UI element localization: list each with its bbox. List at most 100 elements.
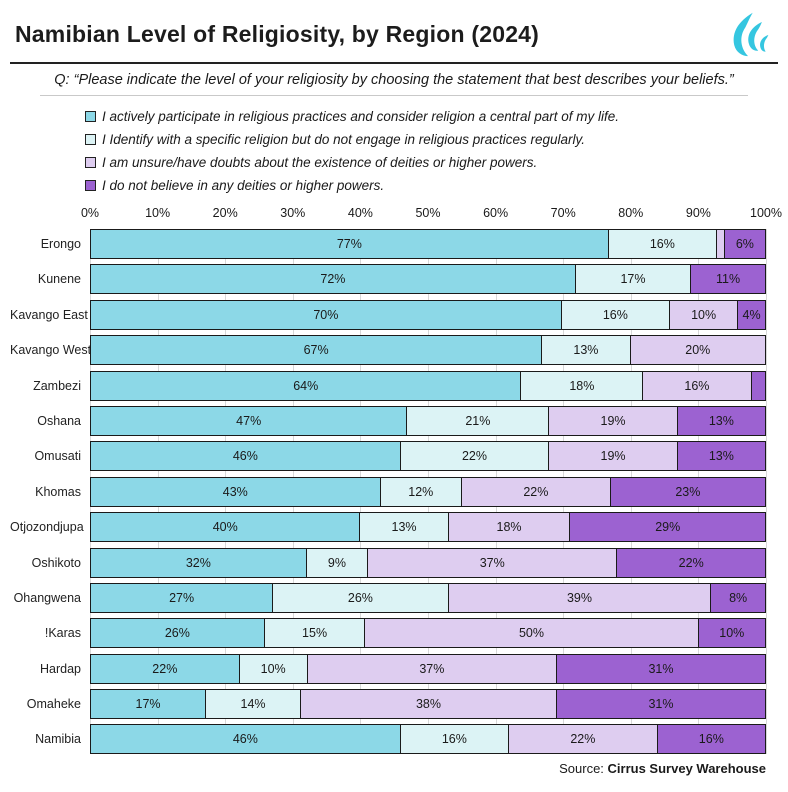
stacked-bar: 40% 13% 18% 29% <box>90 512 767 543</box>
bar-segment: 18% <box>521 370 644 401</box>
segment-value-label: 13% <box>573 343 599 358</box>
segment-value-label: 29% <box>655 520 681 535</box>
stacked-bar: 26% 15% 50% 10% <box>90 618 766 649</box>
axis-tick-label: 80% <box>618 206 644 220</box>
segment-value-label: 10% <box>691 307 717 322</box>
segment-value-label: 31% <box>648 661 674 676</box>
table-row: Kavango East 70% 16% 10% 4% <box>10 299 766 330</box>
segment-value-label: 46% <box>232 449 258 464</box>
region-label: Khomas <box>35 484 81 499</box>
region-label: Oshikoto <box>31 555 81 570</box>
bar-segment: 64% <box>90 370 522 401</box>
segment-value-label: 50% <box>518 626 544 641</box>
bar-segment: 15% <box>264 618 366 649</box>
table-row: Otjozondjupa 40% 13% 18% 29% <box>10 512 767 543</box>
legend-label: I actively participate in religious prac… <box>102 109 619 124</box>
bar-segment: 10% <box>670 299 739 330</box>
bar-segment: 16% <box>643 370 752 401</box>
bar-segment: 32% <box>90 547 307 578</box>
legend-item: I do not believe in any deities or highe… <box>85 174 788 197</box>
bar-rows: Erongo 77% 16% 6% Kunene 72% 17% 11% Kavango Eas… <box>10 229 767 755</box>
bar-segment: 26% <box>90 618 265 649</box>
stacked-bar: 72% 17% 11% <box>90 264 766 295</box>
legend-swatch-icon <box>85 134 96 145</box>
legend-swatch-icon <box>85 180 96 191</box>
stacked-bar: 77% 16% 6% <box>90 229 766 259</box>
legend-item: I actively participate in religious prac… <box>85 105 788 128</box>
segment-value-label: 40% <box>212 520 238 535</box>
segment-value-label: 10% <box>719 626 745 641</box>
segment-value-label: 16% <box>649 237 675 251</box>
bar-segment: 37% <box>368 547 618 578</box>
region-label: Omaheke <box>26 697 81 712</box>
region-label: !Karas <box>44 626 81 641</box>
segment-value-label: 37% <box>419 661 445 676</box>
segment-value-label: 18% <box>496 520 522 535</box>
legend-item: I Identify with a specific religion but … <box>85 128 788 151</box>
table-row: Erongo 77% 16% 6% <box>10 229 766 259</box>
segment-value-label: 37% <box>479 555 505 570</box>
bar-segment: 27% <box>90 582 274 613</box>
segment-value-label: 16% <box>602 307 628 322</box>
bar-segment: 9% <box>306 547 369 578</box>
segment-value-label: 16% <box>441 732 467 747</box>
cirrus-logo-icon <box>733 12 769 57</box>
bar-segment: 67% <box>90 335 543 366</box>
table-row: Oshikoto 32% 9% 37% 22% <box>10 547 766 578</box>
table-row: Namibia 46% 16% 22% 16% <box>10 724 766 755</box>
bar-segment: 22% <box>90 653 240 684</box>
bar-segment: 31% <box>556 689 766 720</box>
bar-segment: 19% <box>549 441 678 472</box>
segment-value-label: 22% <box>570 732 596 747</box>
bar-segment <box>717 229 725 259</box>
source-note: Source: Cirrus Survey Warehouse <box>0 761 788 776</box>
table-row: Oshana 47% 21% 19% 13% <box>10 405 766 436</box>
x-axis: 0% 10% 20% 30% 40% 50% 60% 70% 80% 90% 100% <box>10 206 788 225</box>
legend-label: I do not believe in any deities or highe… <box>102 178 385 193</box>
bar-segment: 22% <box>509 724 658 755</box>
bar-segment: 11% <box>691 264 766 295</box>
segment-value-label: 72% <box>320 272 346 287</box>
segment-value-label: 39% <box>566 590 592 605</box>
page-title: Namibian Level of Religiosity, by Region… <box>15 20 540 47</box>
table-row: Khomas 43% 12% 22% 23% <box>10 476 766 507</box>
segment-value-label: 23% <box>675 484 701 499</box>
segment-value-label: 27% <box>169 590 195 605</box>
stacked-bar: 46% 22% 19% 13% <box>90 441 766 472</box>
region-label: Otjozondjupa <box>10 520 84 535</box>
region-label: Zambezi <box>33 378 81 393</box>
axis-tick-label: 20% <box>212 206 238 220</box>
segment-value-label: 26% <box>347 590 373 605</box>
segment-value-label: 47% <box>236 413 262 428</box>
table-row: Ohangwena 27% 26% 39% 8% <box>10 582 766 613</box>
segment-value-label: 38% <box>415 697 441 712</box>
table-row: Omusati 46% 22% 19% 13% <box>10 441 766 472</box>
stacked-bar: 70% 16% 10% 4% <box>90 299 766 330</box>
segment-value-label: 9% <box>327 555 346 570</box>
stacked-bar: 32% 9% 37% 22% <box>90 547 766 578</box>
segment-value-label: 16% <box>684 378 710 393</box>
bar-segment: 26% <box>273 582 449 613</box>
table-row: Kavango West 67% 13% 20% <box>10 335 766 366</box>
bar-segment: 21% <box>407 405 550 436</box>
bar-segment: 13% <box>542 335 631 366</box>
bar-segment: 38% <box>301 689 557 720</box>
legend: I actively participate in religious prac… <box>85 105 788 197</box>
legend-label: I am unsure/have doubts about the existe… <box>102 155 538 170</box>
segment-value-label: 6% <box>735 237 754 251</box>
bar-segment: 10% <box>698 618 766 649</box>
bar-segment: 37% <box>307 653 557 684</box>
segment-value-label: 10% <box>260 661 286 676</box>
bar-segment: 13% <box>677 441 766 472</box>
bar-segment: 46% <box>90 441 401 472</box>
segment-value-label: 22% <box>678 555 704 570</box>
segment-value-label: 70% <box>313 307 339 322</box>
legend-label: I Identify with a specific religion but … <box>102 132 586 147</box>
bar-segment: 22% <box>462 476 611 507</box>
segment-value-label: 18% <box>569 378 595 393</box>
region-label: Namibia <box>35 732 81 747</box>
bar-segment: 20% <box>630 335 766 366</box>
bar-segment: 50% <box>365 618 699 649</box>
bar-segment: 17% <box>575 264 692 295</box>
bar-segment: 12% <box>380 476 463 507</box>
